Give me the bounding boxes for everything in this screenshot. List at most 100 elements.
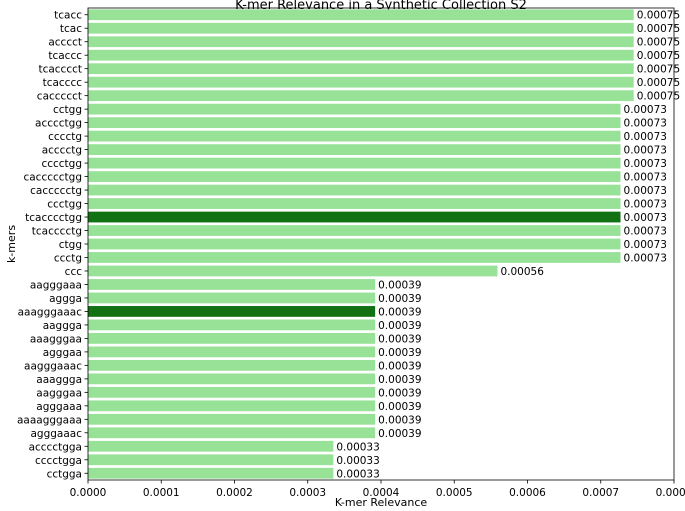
bar-value-label: 0.00039 <box>378 306 421 318</box>
bar-tcac <box>88 22 634 34</box>
y-tick-label: aagggaaac <box>24 360 82 372</box>
x-tick-label: 0.0008 <box>656 487 685 499</box>
y-tick-label: ctgg <box>59 239 82 251</box>
x-tick-label: 0.0000 <box>70 487 107 499</box>
y-tick-label: acccctgga <box>29 441 82 453</box>
y-tick-label: tcaccc <box>48 50 82 62</box>
bar-cccctgg <box>88 157 621 169</box>
bar-value-label: 0.00073 <box>624 199 667 211</box>
bar-aagggaaac <box>88 359 376 371</box>
bar-acccctgg <box>88 117 621 129</box>
x-tick-label: 0.0004 <box>363 487 400 499</box>
y-tick-label: aaagggaa <box>30 333 82 345</box>
bar-value-label: 0.00073 <box>624 131 667 143</box>
bar-tcacccctgg <box>88 211 621 223</box>
bar-value-label: 0.00039 <box>378 360 421 372</box>
x-tick-label: 0.0001 <box>143 487 180 499</box>
bar-ccctgg <box>88 198 621 209</box>
bar-value-label: 0.00039 <box>378 401 421 413</box>
bar-ccctg <box>88 252 621 263</box>
bar-value-label: 0.00073 <box>624 118 667 130</box>
bar-value-label: 0.00033 <box>336 455 379 467</box>
bar-value-label: 0.00073 <box>624 226 667 238</box>
bar-cccctg <box>88 130 621 142</box>
x-tick-label: 0.0006 <box>509 487 546 499</box>
bar-aagggaa <box>88 386 376 398</box>
bar-tcaccc <box>88 49 634 61</box>
bar-aaaagggaaa <box>88 413 376 425</box>
bar-value-label: 0.00039 <box>378 333 421 345</box>
bar-value-label: 0.00075 <box>637 77 680 89</box>
bars-group: 0.000750.000750.000750.000750.000750.000… <box>88 9 680 480</box>
bar-value-label: 0.00039 <box>378 428 421 440</box>
bar-aagggaaa <box>88 279 376 290</box>
bar-value-label: 0.00075 <box>637 10 680 22</box>
bar-acccct <box>88 36 634 48</box>
y-tick-label: aaaagggaaa <box>17 414 82 426</box>
bar-value-label: 0.00073 <box>624 104 667 116</box>
bar-value-label: 0.00039 <box>378 347 421 359</box>
y-tick-label: caccccctgg <box>23 172 82 184</box>
y-tick-label: tcacccct <box>38 64 82 76</box>
bar-value-label: 0.00073 <box>624 239 667 251</box>
bar-value-label: 0.00073 <box>624 252 667 264</box>
bar-value-label: 0.00039 <box>378 279 421 291</box>
y-tick-label: agggaaa <box>36 401 82 413</box>
bar-ccc <box>88 265 498 277</box>
y-tick-label: aagggaaa <box>30 279 82 291</box>
y-tick-label: aagggaa <box>36 387 82 399</box>
bar-value-label: 0.00033 <box>336 468 379 480</box>
y-tick-label: aaaggga <box>36 374 82 386</box>
bar-value-label: 0.00073 <box>624 212 667 224</box>
y-tick-label: agggaa <box>43 347 82 359</box>
bar-agggaa <box>88 346 376 358</box>
bar-value-label: 0.00033 <box>336 441 379 453</box>
x-tick-label: 0.0005 <box>436 487 473 499</box>
bar-value-label: 0.00039 <box>378 414 421 426</box>
bar-value-label: 0.00056 <box>500 266 544 278</box>
bar-ctgg <box>88 238 621 250</box>
y-tick-label: cccctgga <box>35 455 82 467</box>
y-tick-label: aggga <box>49 293 82 305</box>
bar-agggaaa <box>88 400 376 412</box>
bar-value-label: 0.00073 <box>624 158 667 170</box>
bar-acccctgga <box>88 440 334 452</box>
y-tick-label: acccctgg <box>35 118 82 130</box>
bar-cccctgga <box>88 454 334 466</box>
y-tick-label: acccct <box>48 37 82 49</box>
y-tick-label: agggaaac <box>30 428 82 440</box>
bar-aaggga <box>88 319 376 331</box>
bar-value-label: 0.00039 <box>378 293 421 305</box>
bar-caccccct <box>88 90 634 102</box>
y-tick-label: aaagggaaac <box>18 306 83 318</box>
y-tick-label: cccctgg <box>41 158 82 170</box>
y-tick-label: cccctg <box>48 131 82 143</box>
bar-cctgga <box>88 467 334 479</box>
bar-value-label: 0.00075 <box>637 50 680 62</box>
bar-value-label: 0.00039 <box>378 320 421 332</box>
bar-tcacc <box>88 9 634 21</box>
y-tick-label: tcac <box>60 23 82 35</box>
y-tick-label: acccctg <box>42 145 82 157</box>
bar-cctgg <box>88 103 621 115</box>
bar-aaaggga <box>88 373 376 385</box>
y-tick-label: ccctg <box>54 252 82 264</box>
y-tick-label: caccccctg <box>30 185 82 197</box>
x-tick-label: 0.0002 <box>216 487 253 499</box>
y-tick-label: tcacccc <box>43 77 83 89</box>
bar-agggaaac <box>88 427 376 439</box>
y-tick-label: cctgg <box>53 104 82 116</box>
bar-tcacccct <box>88 63 634 75</box>
bar-value-label: 0.00073 <box>624 145 667 157</box>
y-tick-label: tcacccctg <box>32 226 82 238</box>
x-axis-label: K-mer Relevance <box>335 496 428 509</box>
bar-value-label: 0.00075 <box>637 64 680 76</box>
y-axis-label: k-mers <box>5 225 18 263</box>
bar-tcacccctg <box>88 225 621 236</box>
bar-caccccctgg <box>88 171 621 182</box>
x-tick-label: 0.0007 <box>582 487 619 499</box>
y-tick-label: ccctgg <box>47 199 82 211</box>
bar-aaagggaaac <box>88 306 376 317</box>
